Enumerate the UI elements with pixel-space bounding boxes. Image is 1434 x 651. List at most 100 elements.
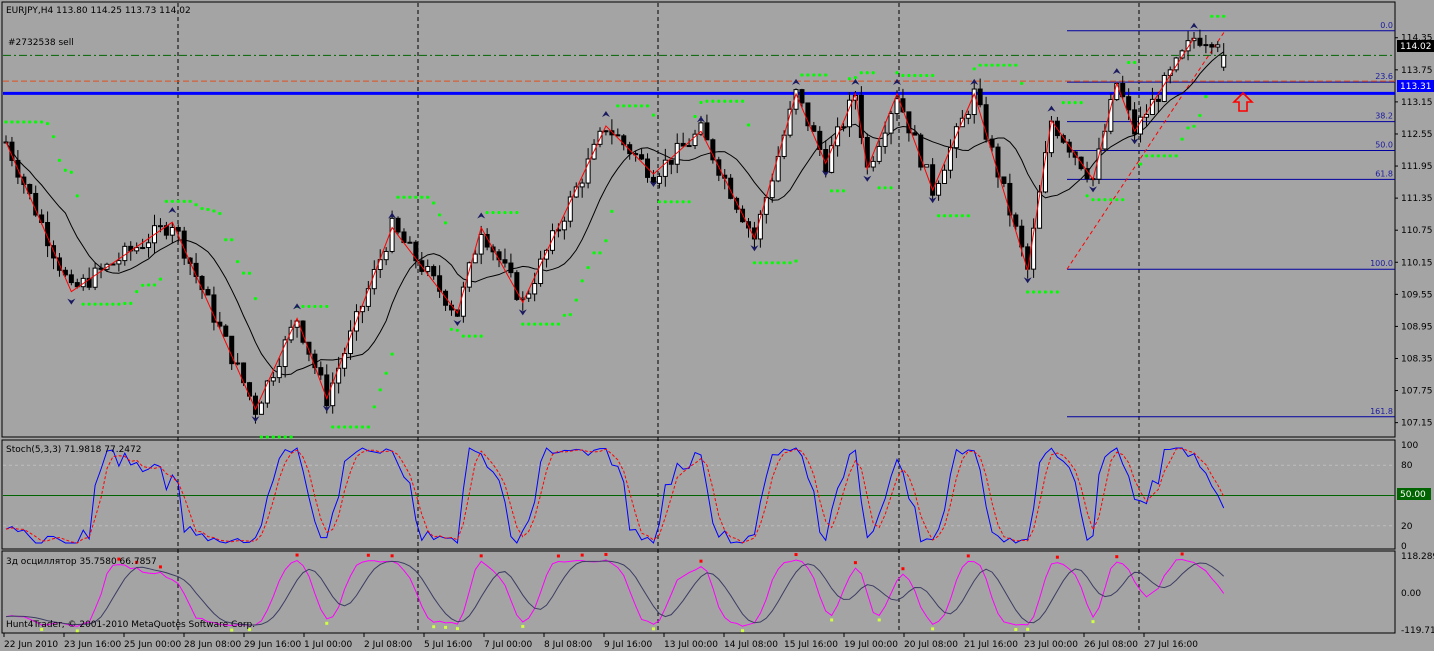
y-tick-label: 112.55 (1401, 130, 1433, 140)
moving-average-line (5, 51, 1224, 376)
osc-trough-marker (75, 629, 79, 633)
candle-body (841, 126, 847, 129)
sar-dot (610, 209, 614, 213)
y-tick-label: 108.35 (1401, 354, 1433, 364)
osc-trough-marker (248, 628, 252, 632)
sar-dot (467, 334, 471, 338)
y-tick-label: 110.15 (1401, 258, 1433, 268)
sar-dot (966, 214, 970, 218)
sar-dot (764, 261, 768, 265)
candle-body (1173, 57, 1179, 71)
sar-dot (723, 99, 727, 103)
osc-peak-marker (580, 553, 584, 557)
candle-body (680, 142, 686, 147)
sar-dot (574, 298, 578, 302)
sar-dot (218, 211, 222, 216)
sar-dot (360, 425, 364, 429)
candle-body (627, 144, 633, 155)
osc-peak-marker (699, 559, 703, 563)
osc-peak-marker (1055, 555, 1059, 559)
y-tick-label: 107.75 (1401, 387, 1433, 397)
sar-dot (1144, 154, 1149, 158)
osc-peak-marker (1180, 552, 1184, 556)
sar-dot (158, 277, 163, 281)
candle-body (365, 288, 371, 307)
sar-dot (984, 63, 988, 67)
candle-body (383, 250, 389, 261)
sar-dot (859, 71, 863, 75)
candle-body (977, 88, 983, 106)
fractal-up-icon (792, 78, 801, 85)
sar-dot (87, 302, 91, 306)
sar-dot (319, 304, 323, 309)
fibonacci-retracement[interactable]: 0.0 23.6 38.2 50.0 61.8 100.0 161.8 (1066, 21, 1395, 418)
sar-dot (871, 71, 875, 75)
candle-body (953, 126, 959, 149)
candle-body (728, 177, 734, 199)
fractal-up-icon (168, 207, 177, 214)
osc-trough-marker (521, 624, 525, 628)
sar-dot (1061, 101, 1065, 105)
sar-dot (1156, 154, 1160, 158)
svg-text:114.02: 114.02 (1400, 42, 1432, 52)
osc-axis-label: 118.2897 (1401, 552, 1434, 562)
sar-dot (408, 195, 412, 199)
candle-body (288, 326, 294, 341)
sar-dot (889, 186, 893, 190)
fractal-down-icon (750, 245, 759, 252)
sar-dot (634, 104, 638, 108)
y-tick-label: 109.55 (1401, 290, 1433, 300)
x-tick-label: 27 Jul 16:00 (1144, 640, 1198, 650)
candle-body (276, 366, 282, 379)
sar-dot (99, 302, 103, 306)
x-tick-label: 19 Jul 00:00 (844, 640, 898, 650)
sar-dot (1097, 198, 1101, 202)
sar-dot (895, 71, 899, 75)
copyright-text: Hunt4Trader, © 2001-2010 MetaQuotes Soft… (6, 620, 255, 630)
sar-dot (449, 327, 454, 331)
sar-dot (1109, 198, 1113, 202)
sar-dot (1014, 63, 1018, 67)
sar-dot (853, 76, 858, 80)
sar-dot (455, 328, 460, 332)
sar-dot (735, 99, 739, 103)
buy-arrow-icon (1232, 91, 1254, 112)
osc-peak-marker (1115, 555, 1119, 559)
sar-dot (253, 296, 258, 301)
sar-dot (663, 200, 667, 204)
candle-body (199, 275, 205, 291)
sar-dot (40, 120, 44, 124)
stoch-axis-label: 80 (1401, 461, 1413, 471)
x-tick-label: 15 Jul 16:00 (784, 640, 838, 650)
sar-dot (788, 261, 792, 265)
sar-dot (628, 104, 632, 108)
y-tick-label: 108.95 (1401, 322, 1433, 332)
candle-body (1066, 141, 1072, 153)
sar-dot (307, 304, 311, 309)
candle-body (324, 374, 330, 407)
sar-dot (1103, 198, 1107, 202)
svg-text:113.31: 113.31 (1400, 82, 1432, 92)
sar-dot (230, 238, 234, 242)
sar-dot (212, 209, 216, 213)
candle-body (1007, 182, 1013, 216)
sar-dot (473, 334, 477, 338)
sar-dot (687, 200, 691, 204)
candle-body (502, 259, 508, 264)
candle-body (1060, 135, 1066, 143)
sar-dot (1067, 101, 1071, 105)
sar-dot (265, 435, 269, 439)
sar-dot (123, 301, 127, 306)
candle-body (734, 197, 740, 210)
sar-dot (598, 251, 602, 255)
candle-body (74, 282, 80, 288)
sar-dot (1216, 14, 1220, 18)
osc-axis-label: -119.7125 (1401, 626, 1434, 636)
sar-dot (503, 210, 507, 215)
candle-body (306, 341, 312, 355)
sar-dot (117, 302, 121, 306)
sar-dot (717, 99, 721, 103)
osc-peak-marker (479, 554, 483, 558)
candle-body (247, 382, 253, 397)
horizontal-levels[interactable] (3, 54, 1395, 95)
